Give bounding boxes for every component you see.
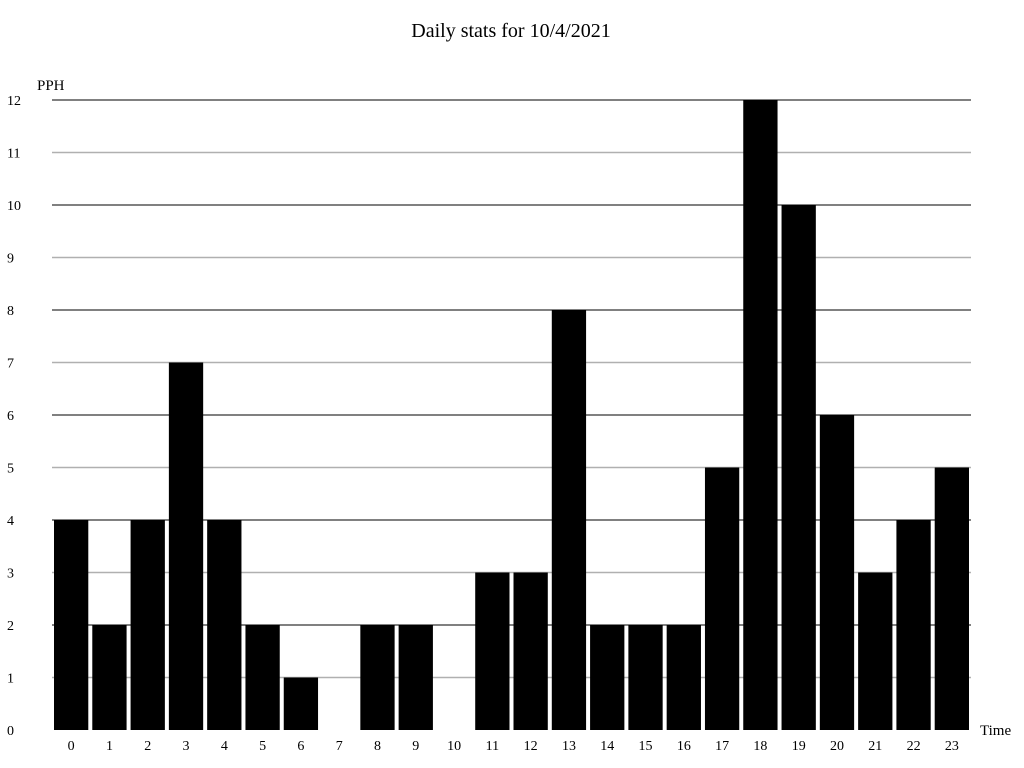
x-tick-label: 20 xyxy=(830,739,844,754)
bar-12 xyxy=(513,572,548,730)
bar-6 xyxy=(283,677,319,730)
bar-16 xyxy=(666,625,701,730)
x-tick-label: 4 xyxy=(221,739,228,754)
bar-9 xyxy=(398,625,433,730)
x-tick-label: 17 xyxy=(715,739,729,754)
x-tick-label: 2 xyxy=(144,739,151,754)
x-tick-label: 22 xyxy=(907,739,921,754)
x-tick-label: 11 xyxy=(486,739,499,754)
y-tick-label: 4 xyxy=(7,514,14,529)
x-tick-label: 5 xyxy=(259,739,266,754)
x-tick-label: 7 xyxy=(336,739,343,754)
x-tick-label: 14 xyxy=(600,739,614,754)
bar-11 xyxy=(475,572,510,730)
y-tick-label: 8 xyxy=(7,304,14,319)
bar-19 xyxy=(781,205,816,730)
y-tick-label: 9 xyxy=(7,252,14,267)
y-tick-label: 3 xyxy=(7,567,14,582)
bar-17 xyxy=(704,467,740,730)
y-tick-label: 10 xyxy=(7,199,21,214)
x-tick-label: 12 xyxy=(524,739,538,754)
x-tick-label: 13 xyxy=(562,739,576,754)
y-tick-label: 1 xyxy=(7,672,14,687)
x-tick-label: 10 xyxy=(447,739,461,754)
bar-14 xyxy=(590,625,625,730)
bar-8 xyxy=(360,625,395,730)
bar-5 xyxy=(245,625,280,730)
bar-18 xyxy=(743,100,778,730)
y-tick-label: 2 xyxy=(7,619,14,634)
x-tick-label: 9 xyxy=(412,739,419,754)
bar-21 xyxy=(858,572,893,730)
x-tick-label: 21 xyxy=(868,739,882,754)
y-axis-label: PPH xyxy=(37,78,65,94)
x-tick-label: 18 xyxy=(753,739,767,754)
y-tick-label: 7 xyxy=(7,357,14,372)
y-tick-label: 0 xyxy=(7,724,14,739)
x-tick-label: 3 xyxy=(183,739,190,754)
bar-20 xyxy=(819,415,855,730)
x-tick-label: 8 xyxy=(374,739,381,754)
x-tick-label: 19 xyxy=(792,739,806,754)
bar-22 xyxy=(896,520,931,730)
x-tick-label: 15 xyxy=(639,739,653,754)
x-tick-label: 0 xyxy=(68,739,75,754)
gridlines xyxy=(52,99,971,679)
bar-0 xyxy=(54,520,89,730)
bar-23 xyxy=(934,467,969,730)
bar-15 xyxy=(628,625,663,730)
bar-3 xyxy=(168,362,204,730)
x-tick-label: 16 xyxy=(677,739,691,754)
bar-4 xyxy=(207,520,242,730)
chart-title: Daily stats for 10/4/2021 xyxy=(411,20,610,42)
y-tick-label: 11 xyxy=(7,147,20,162)
y-tick-label: 6 xyxy=(7,409,14,424)
y-tick-label: 12 xyxy=(7,94,21,109)
x-tick-label: 6 xyxy=(297,739,304,754)
bar-13 xyxy=(551,310,587,730)
x-axis-label: Time xyxy=(980,723,1011,739)
bar-1 xyxy=(92,625,127,730)
x-tick-label: 23 xyxy=(945,739,959,754)
x-tick-label: 1 xyxy=(106,739,113,754)
x-tick-labels: 0 1 2 3 4 5 6 7 8 9 10 11 12 13 14 15 16 17 18 19 20 21 22 23 xyxy=(68,739,959,754)
bar-2 xyxy=(130,520,165,730)
y-tick-label: 5 xyxy=(7,462,14,477)
bars xyxy=(54,100,969,730)
